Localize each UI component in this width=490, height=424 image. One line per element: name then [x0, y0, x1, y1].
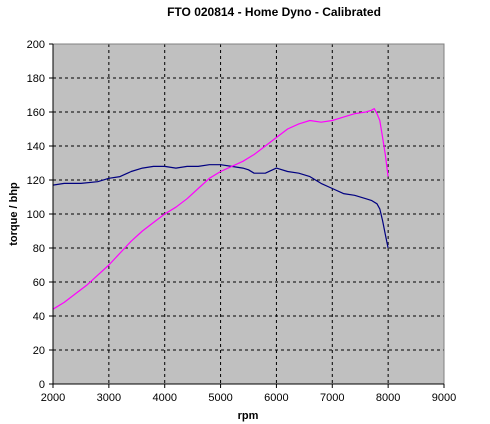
y-axis-title: torque / bhp [8, 182, 20, 246]
x-tick-label: 8000 [376, 392, 400, 404]
x-tick-labels: 2000 3000 4000 5000 6000 7000 8000 9000 [41, 392, 456, 404]
series-line-2 [52, 107, 389, 310]
y-tick-label: 120 [27, 175, 45, 187]
y-tick-label: 60 [33, 277, 45, 289]
y-tick-label: 160 [27, 107, 45, 119]
y-tick-label: 0 [39, 379, 45, 391]
x-tick-label: 6000 [264, 392, 288, 404]
x-tick-label: 2000 [41, 392, 65, 404]
y-tick-label: 80 [33, 243, 45, 255]
axes [49, 43, 445, 388]
y-tick-label: 200 [27, 39, 45, 51]
y-tick-label: 180 [27, 73, 45, 85]
series-line-1 [52, 164, 389, 249]
x-axis-title: rpm [238, 410, 259, 422]
y-tick-label: 100 [27, 209, 45, 221]
series-layer [52, 107, 389, 310]
chart-title: FTO 020814 - Home Dyno - Calibrated [167, 5, 381, 19]
x-tick-label: 7000 [320, 392, 344, 404]
x-tick-label: 4000 [152, 392, 176, 404]
y-tick-label: 20 [33, 345, 45, 357]
gridlines [53, 44, 444, 384]
x-tick-label: 3000 [97, 392, 121, 404]
y-tick-label: 40 [33, 311, 45, 323]
y-tick-label: 140 [27, 141, 45, 153]
y-tick-labels: 0 20 40 60 80 100 120 140 160 180 200 [27, 39, 45, 391]
x-tick-label: 9000 [432, 392, 456, 404]
x-tick-label: 5000 [208, 392, 232, 404]
